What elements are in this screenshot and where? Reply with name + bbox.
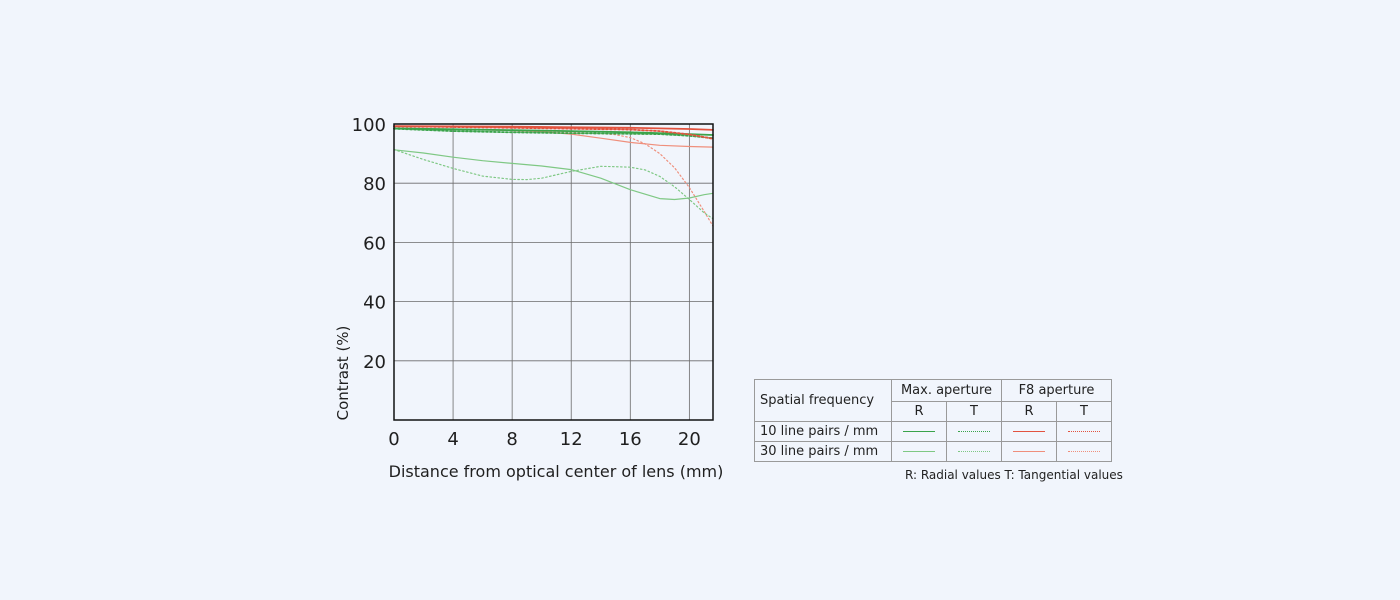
x-tick-label: 20: [678, 429, 701, 450]
y-axis-label: Contrast (%): [334, 326, 352, 421]
x-tick-label: 0: [388, 429, 399, 450]
chart-ticks: 0 4 8 12 16 20 20 40 60 80 100: [352, 115, 701, 450]
series-line-f8-30-t: [393, 127, 714, 227]
y-tick-label: 40: [363, 293, 386, 314]
legend-swatch-cell: [891, 421, 947, 442]
plot-frame: [393, 123, 714, 421]
legend-swatch-max-30-t: [958, 451, 990, 452]
legend-swatch-max-30-r: [903, 451, 935, 452]
y-tick-label: 80: [363, 174, 386, 195]
x-tick-label: 12: [560, 429, 583, 450]
legend-swatch-cell: [1056, 421, 1112, 442]
mtf-chart: 0 4 8 12 16 20 20 40 60 80 100 Distance from optic…: [334, 115, 724, 481]
x-axis-label: Distance from optical center of lens (mm…: [389, 462, 724, 481]
y-tick-label: 60: [363, 233, 386, 254]
y-tick-label: 20: [363, 352, 386, 373]
x-tick-label: 4: [447, 429, 458, 450]
legend-row-label-10lp: 10 line pairs / mm: [754, 421, 892, 442]
legend-swatch-cell: [1001, 441, 1057, 462]
series-line-f8-10-r: [393, 125, 714, 131]
legend-group-max-aperture: Max. aperture: [891, 379, 1002, 402]
legend-swatch-f8-10-t: [1068, 431, 1100, 432]
y-tick-label: 100: [352, 115, 386, 136]
x-tick-label: 8: [506, 429, 517, 450]
legend-swatch-f8-30-t: [1068, 451, 1100, 452]
legend-sub-t: T: [1056, 400, 1112, 422]
legend-sub-t: T: [946, 400, 1002, 422]
legend-sub-r: R: [1001, 400, 1057, 422]
legend-swatch-cell: [946, 441, 1002, 462]
x-tick-label: 16: [619, 429, 642, 450]
legend-note: R: Radial values T: Tangential values: [905, 468, 1123, 482]
legend-swatch-cell: [946, 421, 1002, 442]
legend-sub-r: R: [891, 400, 947, 422]
series-line-max-10-t: [393, 127, 714, 140]
legend-swatch-f8-10-r: [1013, 431, 1045, 432]
legend-swatch-f8-30-r: [1013, 451, 1045, 452]
legend-group-f8-aperture: F8 aperture: [1001, 379, 1112, 402]
legend-swatch-cell: [1056, 441, 1112, 462]
legend-swatch-max-10-t: [958, 431, 990, 432]
series-line-max-30-r: [393, 149, 714, 201]
legend-table: Spatial frequency Max. aperture F8 apert…: [754, 379, 1112, 462]
legend-header-label: Spatial frequency: [754, 379, 892, 422]
legend-row-label-30lp: 30 line pairs / mm: [754, 441, 892, 462]
series-line-max-30-t: [393, 148, 714, 220]
legend-swatch-cell: [1001, 421, 1057, 442]
chart-grid: [394, 124, 713, 420]
chart-series-layer: [393, 125, 714, 227]
legend-swatch-max-10-r: [903, 431, 935, 432]
legend-swatch-cell: [891, 441, 947, 462]
